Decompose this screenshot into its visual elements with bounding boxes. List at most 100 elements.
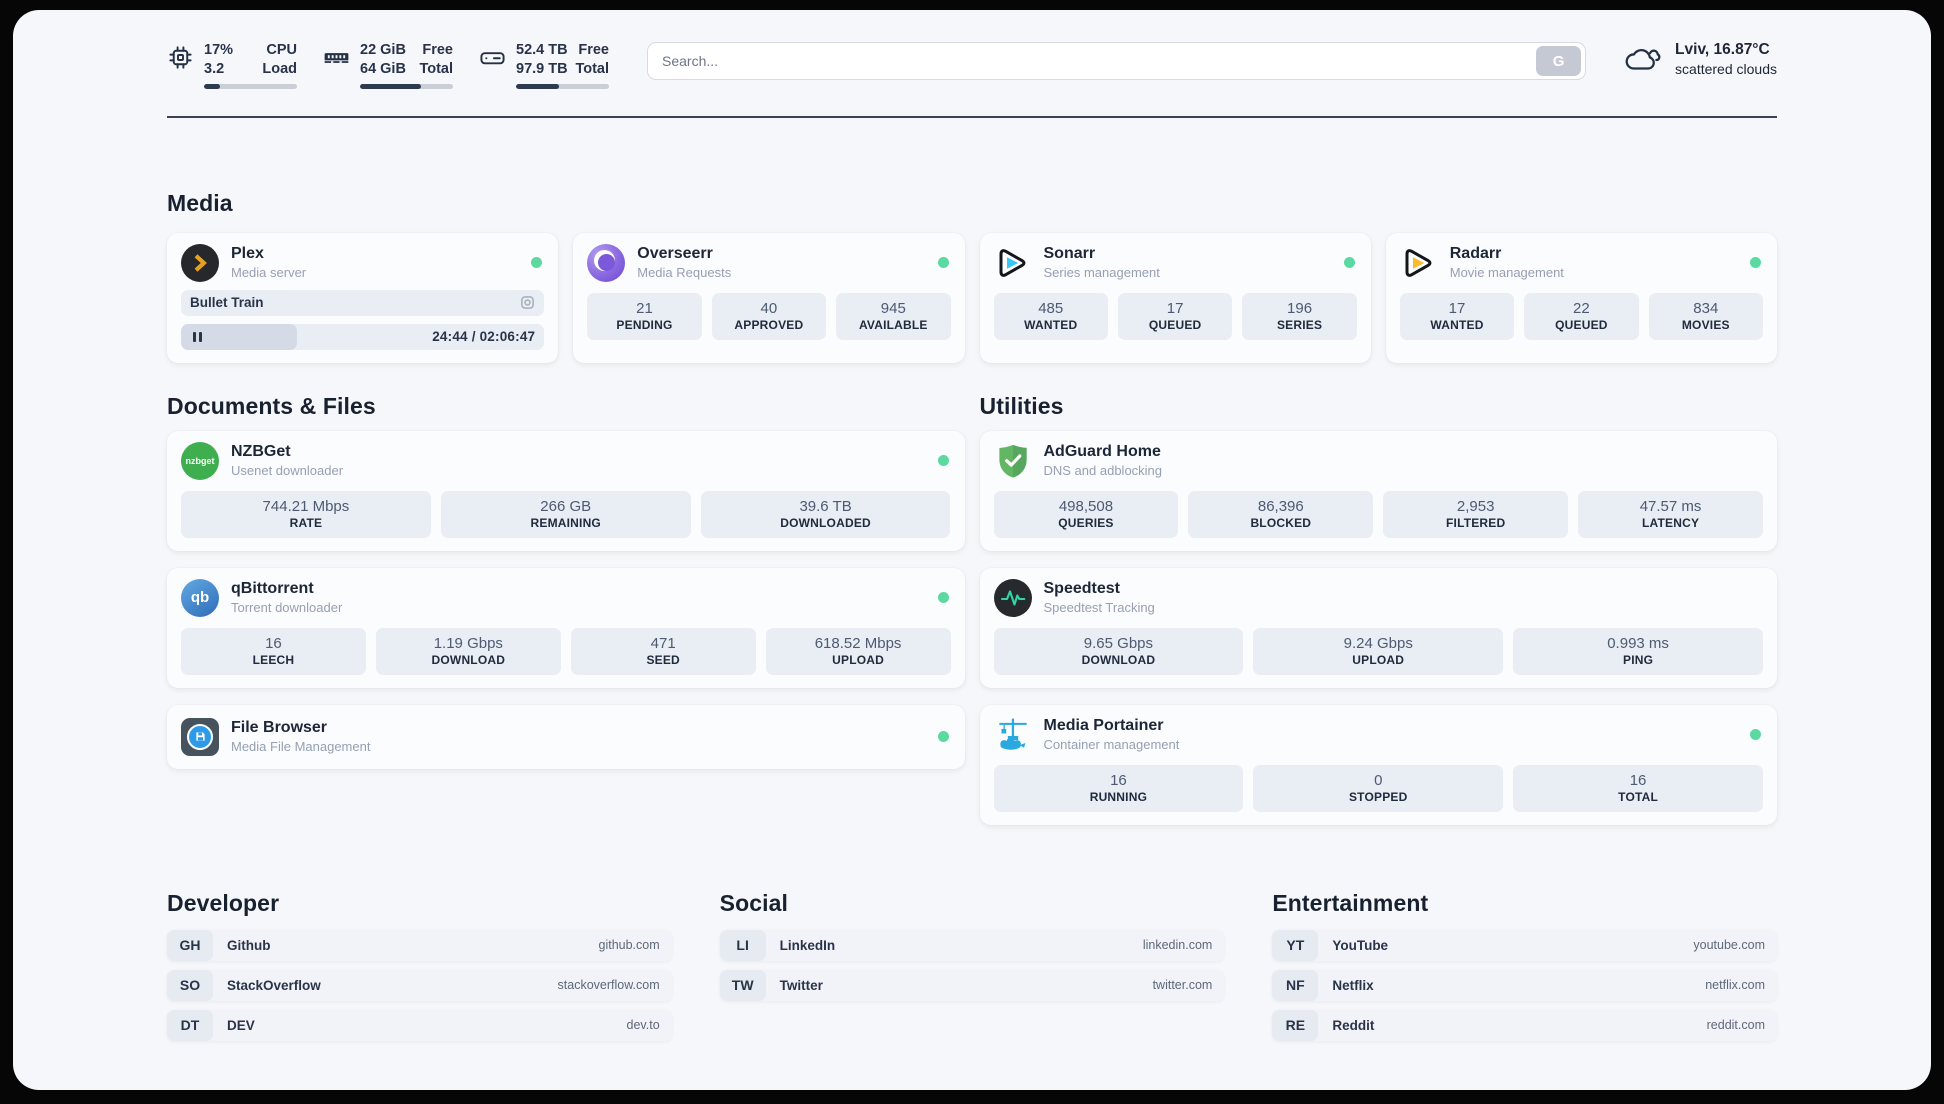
memory-total-label: Total	[419, 60, 453, 77]
storage-total-value: 97.9 TB	[516, 60, 568, 77]
app-card-adguard[interactable]: AdGuard Home DNS and adblocking 498,508 …	[979, 430, 1777, 551]
storage-widget: 52.4 TB 97.9 TB Free Total	[479, 41, 609, 89]
bookmark-stackoverflow[interactable]: SO StackOverflow stackoverflow.com	[167, 969, 672, 1001]
app-name: Speedtest	[1043, 579, 1120, 597]
app-name: Plex	[231, 244, 264, 262]
app-description: Torrent downloader	[231, 600, 343, 616]
stat-label: WANTED	[1024, 317, 1078, 332]
stat-movies: 834 MOVIES	[1648, 292, 1764, 340]
stat-latency: 47.57 ms LATENCY	[1578, 490, 1763, 538]
pause-icon[interactable]	[192, 331, 203, 343]
stat-label: PENDING	[616, 317, 673, 332]
stat-label: QUEUED	[1555, 317, 1608, 332]
stat-value: 86,396	[1257, 497, 1304, 515]
bookmark-url: github.com	[598, 938, 660, 953]
bookmarks-developer: Developer GH Github github.com SO StackO…	[167, 890, 672, 1041]
search-engine-button[interactable]: G	[1536, 46, 1582, 76]
stat-upload: 618.52 Mbps UPLOAD	[765, 627, 951, 675]
stat-queued: 17 QUEUED	[1117, 292, 1233, 340]
gear-icon[interactable]	[520, 295, 535, 310]
app-card-radarr[interactable]: Radarr Movie management 17 WANTED 22 QUE…	[1385, 232, 1777, 363]
app-card-sonarr[interactable]: Sonarr Series management 485 WANTED 17 Q…	[979, 232, 1371, 363]
stat-value: 16	[265, 634, 282, 652]
stat-label: RUNNING	[1089, 789, 1148, 804]
section-media: Media Plex Media server	[167, 190, 1777, 363]
stat-label: SEED	[646, 652, 680, 667]
bookmark-github[interactable]: GH Github github.com	[167, 929, 672, 961]
app-card-speedtest[interactable]: Speedtest Speedtest Tracking 9.65 Gbps D…	[979, 567, 1777, 688]
stat-label: RATE	[289, 515, 323, 530]
stat-value: 618.52 Mbps	[814, 634, 902, 652]
bookmark-badge: GH	[167, 929, 213, 961]
stat-wanted: 485 WANTED	[993, 292, 1108, 340]
overseerr-stats: 21 PENDING 40 APPROVED 945 AVAILABLE	[587, 292, 951, 340]
header-divider	[167, 115, 1777, 118]
bookmark-dev[interactable]: DT DEV dev.to	[167, 1009, 672, 1041]
qbittorrent-icon: qb	[181, 578, 219, 617]
bookmark-netflix[interactable]: NF Netflix netflix.com	[1272, 969, 1777, 1001]
app-card-nzbget[interactable]: nzbget NZBGet Usenet downloader 7	[167, 430, 965, 551]
app-card-overseerr[interactable]: Overseerr Media Requests 21 PENDING 40 A…	[573, 232, 965, 363]
stat-label: REMAINING	[530, 515, 601, 530]
speedtest-stats: 9.65 Gbps DOWNLOAD 9.24 Gbps UPLOAD 0.99…	[993, 627, 1764, 675]
stat-value: 0	[1374, 771, 1383, 789]
top-bar: 17% 3.2 CPU Load	[167, 10, 1777, 89]
stat-label: DOWNLOAD	[431, 652, 506, 667]
stat-label: UPLOAD	[832, 652, 884, 667]
stat-seed: 471 SEED	[570, 627, 756, 675]
stat-value: 1.19 Gbps	[433, 634, 503, 652]
radarr-icon	[1400, 244, 1438, 282]
app-card-qbittorrent[interactable]: qb qBittorrent Torrent downloader	[167, 567, 965, 688]
stat-value: 16	[1629, 771, 1647, 789]
memory-free-label: Free	[422, 42, 453, 58]
stat-queued: 22 QUEUED	[1524, 292, 1639, 340]
stat-value: 39.6 TB	[799, 497, 852, 515]
bookmark-youtube[interactable]: YT YouTube youtube.com	[1272, 929, 1777, 961]
bookmark-name: Reddit	[1332, 1017, 1375, 1033]
ram-icon	[323, 44, 350, 71]
section-title-entertainment: Entertainment	[1272, 889, 1429, 916]
radarr-stats: 17 WANTED 22 QUEUED 834 MOVIES	[1399, 292, 1764, 340]
stat-label: QUEUED	[1148, 317, 1202, 332]
section-bookmarks: Developer GH Github github.com SO StackO…	[167, 890, 1777, 1041]
app-card-portainer[interactable]: Media Portainer Container management 16 …	[979, 704, 1777, 825]
weather-widget[interactable]: Lviv, 16.87°C scattered clouds	[1624, 41, 1777, 77]
stat-label: WANTED	[1430, 317, 1484, 332]
nzbget-stats: 744.21 Mbps RATE 266 GB REMAINING 39.6 T…	[181, 490, 951, 538]
app-card-filebrowser[interactable]: File Browser Media File Management	[167, 704, 965, 769]
bookmark-reddit[interactable]: RE Reddit reddit.com	[1272, 1009, 1777, 1041]
radarr-card-header: Radarr Movie management	[1400, 244, 1763, 282]
app-card-plex[interactable]: Plex Media server Bullet Train	[167, 232, 559, 363]
app-name: NZBGet	[231, 442, 291, 460]
cpu-label: CPU	[266, 42, 297, 58]
stat-label: BLOCKED	[1250, 515, 1312, 530]
bookmark-badge: LI	[719, 929, 766, 961]
app-description: Series management	[1043, 265, 1160, 281]
bookmarks-social: Social LI LinkedIn linkedin.com TW Twitt…	[719, 890, 1225, 1001]
search-input[interactable]	[647, 42, 1587, 80]
stat-value: 0.993 ms	[1607, 634, 1669, 652]
portainer-icon	[994, 716, 1032, 754]
stat-rate: 744.21 Mbps RATE	[181, 490, 431, 538]
bookmark-name: Twitter	[779, 977, 823, 993]
status-online-dot	[937, 591, 949, 603]
section-utilities: Utilities	[979, 393, 1777, 825]
weather-location-temp: Lviv, 16.87°C	[1675, 41, 1770, 58]
nzbget-icon-text: nzbget	[185, 455, 215, 466]
memory-widget: 22 GiB 64 GiB Free Total	[323, 41, 453, 89]
stat-total: 16 TOTAL	[1513, 764, 1763, 812]
bookmark-twitter[interactable]: TW Twitter twitter.com	[719, 969, 1225, 1001]
cpu-icon	[167, 44, 194, 71]
stat-value: 47.57 ms	[1639, 497, 1702, 515]
sonarr-stats: 485 WANTED 17 QUEUED 196 SERIES	[993, 292, 1357, 340]
bookmark-linkedin[interactable]: LI LinkedIn linkedin.com	[719, 929, 1225, 961]
stat-value: 471	[650, 634, 676, 652]
overseerr-card-header: Overseerr Media Requests	[587, 243, 950, 282]
stat-label: MOVIES	[1681, 317, 1730, 332]
status-online-dot	[937, 454, 949, 466]
stat-value: 744.21 Mbps	[262, 497, 350, 515]
bookmark-url: stackoverflow.com	[557, 978, 660, 993]
bookmark-name: Github	[227, 937, 271, 953]
filebrowser-icon	[181, 717, 219, 756]
stat-pending: 21 PENDING	[587, 292, 702, 340]
